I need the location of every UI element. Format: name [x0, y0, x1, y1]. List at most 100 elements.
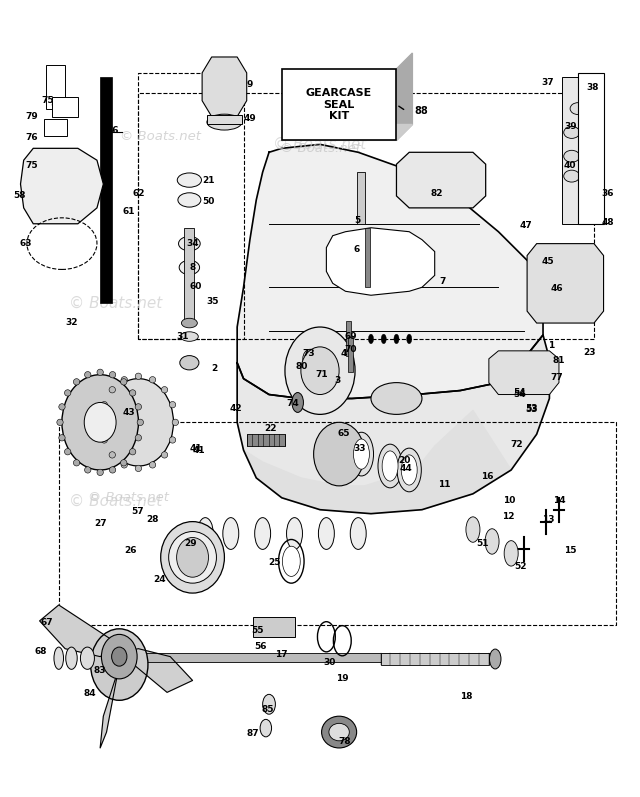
Ellipse shape	[74, 379, 80, 385]
Ellipse shape	[129, 390, 136, 396]
Ellipse shape	[292, 393, 303, 412]
Text: 55: 55	[252, 626, 264, 635]
Ellipse shape	[97, 469, 103, 476]
Text: 66: 66	[107, 126, 119, 135]
Ellipse shape	[371, 383, 422, 414]
Ellipse shape	[397, 448, 421, 492]
Ellipse shape	[181, 318, 197, 328]
Ellipse shape	[378, 444, 402, 488]
Text: 82: 82	[430, 189, 443, 198]
Ellipse shape	[52, 99, 78, 111]
Text: 45: 45	[542, 257, 554, 266]
Ellipse shape	[121, 461, 127, 468]
Ellipse shape	[99, 419, 104, 426]
Ellipse shape	[180, 332, 198, 341]
Circle shape	[101, 634, 137, 679]
Ellipse shape	[179, 237, 200, 251]
Text: 44: 44	[399, 464, 412, 473]
Text: 35: 35	[207, 297, 219, 306]
Text: 84: 84	[83, 689, 95, 698]
Circle shape	[103, 379, 173, 466]
Text: 1: 1	[548, 341, 554, 350]
Ellipse shape	[564, 171, 580, 182]
Ellipse shape	[564, 127, 580, 139]
Text: 10: 10	[503, 496, 515, 505]
Ellipse shape	[504, 540, 518, 566]
Text: GEARCASE
SEAL
KIT: GEARCASE SEAL KIT	[306, 88, 372, 121]
Text: 52: 52	[515, 563, 527, 571]
Text: 42: 42	[230, 403, 242, 413]
Text: 53: 53	[525, 405, 538, 414]
Polygon shape	[237, 144, 543, 398]
Ellipse shape	[197, 517, 213, 549]
Text: 34: 34	[186, 239, 199, 248]
Bar	[141, 653, 492, 662]
Bar	[44, 119, 67, 136]
Text: 78: 78	[338, 737, 351, 746]
Text: 30: 30	[323, 658, 336, 666]
Text: 17: 17	[275, 650, 288, 659]
Text: 40: 40	[564, 161, 576, 171]
Ellipse shape	[329, 724, 349, 740]
Bar	[100, 77, 111, 303]
Ellipse shape	[57, 419, 63, 426]
Text: 21: 21	[202, 175, 215, 185]
Polygon shape	[20, 148, 103, 224]
Text: 24: 24	[153, 575, 166, 584]
Ellipse shape	[135, 404, 141, 410]
Text: 80: 80	[296, 362, 308, 371]
Text: 72: 72	[510, 440, 523, 449]
Text: 46: 46	[551, 285, 563, 293]
Text: © Boats.net: © Boats.net	[88, 491, 170, 505]
Text: 5: 5	[354, 216, 360, 225]
Bar	[365, 228, 370, 287]
Ellipse shape	[101, 402, 108, 408]
Text: 28: 28	[146, 515, 159, 524]
Bar	[253, 617, 294, 637]
Circle shape	[84, 402, 116, 442]
Text: 19: 19	[336, 673, 349, 682]
Text: 16: 16	[481, 472, 493, 481]
Polygon shape	[396, 53, 412, 140]
Circle shape	[314, 422, 365, 486]
Text: 58: 58	[13, 191, 26, 201]
Bar	[46, 65, 65, 108]
Bar	[184, 228, 195, 323]
Ellipse shape	[120, 379, 127, 385]
Ellipse shape	[179, 261, 200, 275]
Text: 31: 31	[177, 332, 189, 341]
Ellipse shape	[101, 437, 108, 443]
Ellipse shape	[170, 437, 176, 443]
Text: 3: 3	[334, 375, 340, 385]
Ellipse shape	[59, 434, 65, 441]
Ellipse shape	[54, 647, 63, 669]
Ellipse shape	[319, 517, 334, 549]
Circle shape	[111, 647, 127, 666]
Text: 65: 65	[338, 429, 351, 438]
Text: 29: 29	[184, 539, 197, 548]
Ellipse shape	[262, 694, 275, 714]
Polygon shape	[527, 244, 604, 323]
Bar	[52, 96, 78, 116]
Text: © Boats.net: © Boats.net	[120, 130, 201, 143]
Ellipse shape	[66, 647, 77, 669]
Ellipse shape	[178, 193, 201, 207]
Ellipse shape	[120, 460, 127, 466]
Ellipse shape	[401, 455, 417, 485]
Ellipse shape	[207, 114, 242, 130]
Ellipse shape	[121, 377, 127, 383]
Text: 73: 73	[303, 349, 316, 358]
Text: 70: 70	[344, 345, 357, 354]
Ellipse shape	[255, 517, 271, 549]
Polygon shape	[282, 124, 412, 140]
Ellipse shape	[135, 434, 141, 441]
Text: 11: 11	[438, 480, 451, 489]
Ellipse shape	[137, 419, 143, 426]
Text: 20: 20	[399, 456, 411, 465]
Text: © Boats.net: © Boats.net	[70, 296, 163, 311]
Text: 47: 47	[520, 221, 532, 230]
Text: 33: 33	[353, 444, 365, 453]
Text: 83: 83	[94, 665, 106, 674]
Text: 38: 38	[586, 83, 599, 92]
Text: 79: 79	[26, 112, 38, 121]
